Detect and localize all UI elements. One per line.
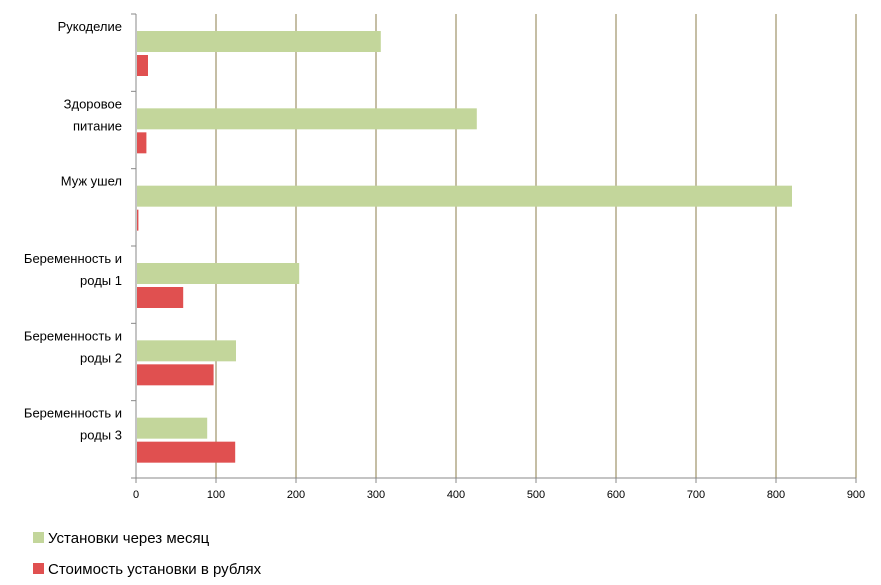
category-label-5: Беременность и роды 2 [24,328,122,365]
bar-series1-cat4 [137,263,300,284]
category-label-line: Здоровое [64,96,122,111]
legend-swatch-1 [33,532,44,543]
category-label-3: Муж ушел [61,174,122,189]
grid-lines [215,14,857,478]
bar-series2-cat3 [137,209,139,231]
legend-label-2: Стоимость установки в рублях [48,561,262,578]
legend-label-1: Установки через месяц [48,530,210,547]
category-label-line: роды 2 [80,350,122,365]
category-label-6: Беременность и роды 3 [24,406,122,443]
x-tick-label-400: 400 [447,489,465,501]
bar-series1-cat3 [137,185,792,207]
x-tick-label-700: 700 [687,489,705,501]
legend: Установки через месяц Стоимость установки… [33,530,262,578]
bars [137,31,792,463]
x-tick-labels: 0 100 200 300 400 500 600 700 800 900 [133,489,865,501]
x-tick-label-200: 200 [287,489,305,501]
bar-series2-cat4 [137,287,184,308]
bar-series2-cat2 [137,132,147,154]
category-label-line: Беременность и [24,328,122,343]
bar-series2-cat5 [137,364,214,386]
axes [131,13,857,483]
x-tick-label-300: 300 [367,489,385,501]
bar-series2-cat1 [137,55,148,76]
category-label-line: роды 3 [80,428,122,443]
x-tick-label-600: 600 [607,489,625,501]
x-tick-label-100: 100 [207,489,225,501]
category-label-2: Здоровое питание [64,96,122,133]
x-tick-label-800: 800 [767,489,785,501]
bar-series1-cat6 [137,417,208,439]
category-labels: Рукоделие Здоровое питание Муж ушел Беременн… [24,19,122,443]
bar-series1-cat5 [137,340,236,362]
category-label-line: Беременность и [24,406,122,421]
x-tick-label-500: 500 [527,489,545,501]
legend-swatch-2 [33,563,44,574]
category-label-line: Беременность и [24,251,122,266]
category-label-line: роды 1 [80,273,122,288]
category-label-4: Беременность и роды 1 [24,251,122,288]
bar-series2-cat6 [137,441,236,463]
category-label-line: Рукоделие [58,19,122,34]
category-label-line: питание [73,118,122,133]
x-tick-label-900: 900 [847,489,865,501]
bar-series1-cat1 [137,31,381,52]
bar-series1-cat2 [137,108,477,130]
category-label-1: Рукоделие [58,19,122,34]
category-label-line: Муж ушел [61,174,122,189]
x-tick-label-0: 0 [133,489,139,501]
